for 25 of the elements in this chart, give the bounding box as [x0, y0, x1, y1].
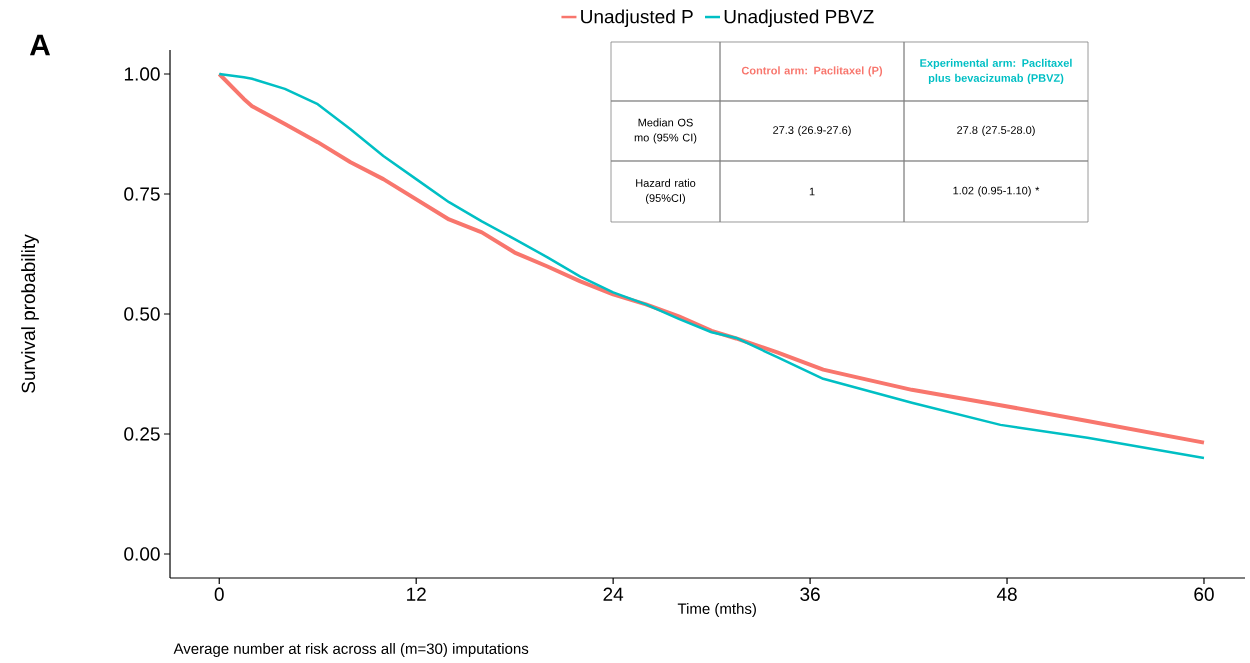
- text: Average number at risk across all (m=30) imputations: [173, 642, 529, 657]
- y-tick-label: 1.00: [124, 67, 160, 81]
- x-tick-label: 60: [1194, 587, 1214, 601]
- y-tick-label: 0.25: [124, 427, 160, 441]
- annotation: 1: [809, 187, 815, 196]
- y-tick-label: 0.50: [124, 307, 160, 321]
- x-axis-title: Time (mths): [677, 603, 756, 617]
- y-axis-title: Survival probability: [21, 234, 39, 393]
- annotation: Median OS mo (95% CI): [634, 118, 697, 144]
- x-tick-label: 12: [407, 587, 426, 601]
- legend-label: Unadjusted P: [581, 9, 693, 28]
- annotation: 27.3 (26.9-27.6): [773, 125, 851, 137]
- x-tick-label: 36: [800, 587, 820, 601]
- annotation: Control arm: Paclitaxel (P): [741, 66, 883, 77]
- annotation: 1.02 (0.95-1.10) *: [953, 186, 1040, 197]
- y-tick-label: 0.75: [124, 187, 160, 201]
- legend-label: Unadjusted PBVZ: [724, 9, 874, 28]
- annotation: 27.8 (27.5-28.0): [957, 125, 1035, 137]
- x-tick-label: 24: [603, 587, 624, 601]
- annotation: Experimental arm: Paclitaxel plus bevacizumab (PBVZ): [920, 58, 1072, 85]
- y-tick-label: 0.00: [124, 547, 160, 561]
- text: A: [29, 34, 51, 56]
- annotation: Hazard ratio (95%CI): [636, 178, 696, 205]
- x-tick-label: 48: [996, 587, 1017, 601]
- x-tick-label: 0: [214, 587, 224, 601]
